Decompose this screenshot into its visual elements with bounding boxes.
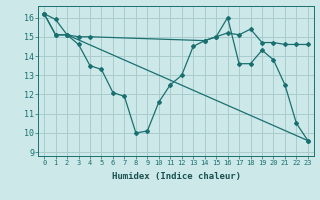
X-axis label: Humidex (Indice chaleur): Humidex (Indice chaleur)	[111, 172, 241, 181]
